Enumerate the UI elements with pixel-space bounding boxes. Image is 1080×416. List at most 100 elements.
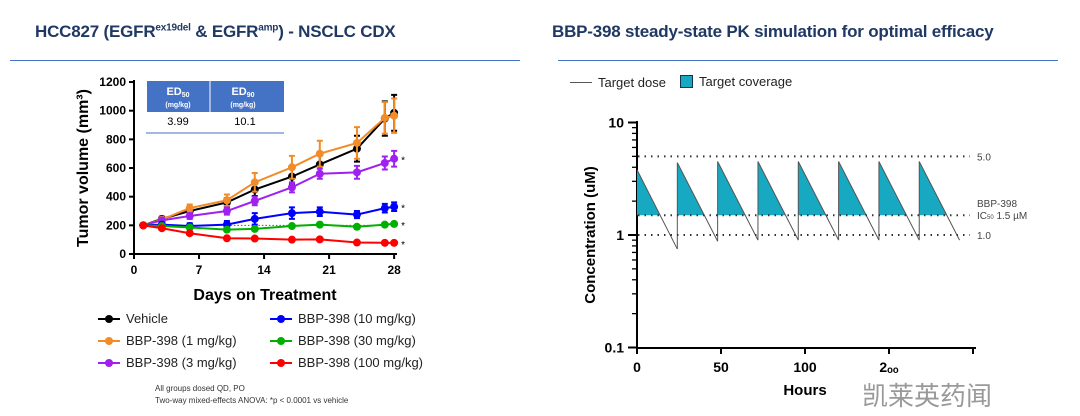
data-point <box>390 238 399 247</box>
data-point <box>287 209 296 218</box>
legend-marker-icon <box>98 358 120 367</box>
legend-item: BBP-398 (10 mg/kg) <box>270 311 416 326</box>
series-4: * <box>139 219 405 234</box>
pk-curve <box>797 161 840 241</box>
data-point <box>390 111 399 120</box>
pk-curve <box>838 161 880 241</box>
hline-label: 1.0 <box>977 231 991 242</box>
data-point <box>185 204 194 213</box>
legend-marker-icon <box>270 358 292 367</box>
data-point <box>185 212 194 221</box>
left-title: HCC827 (EGFRex19del & EGFRamp) - NSCLC C… <box>35 22 396 41</box>
data-point <box>157 224 166 233</box>
pk-curve <box>878 161 920 241</box>
x-axis-label: Days on Treatment <box>193 287 337 304</box>
series-2: * <box>139 149 405 230</box>
y-tick-label: 1200 <box>99 75 126 89</box>
left-title-rule <box>10 60 520 61</box>
data-point <box>315 220 324 229</box>
data-point <box>250 234 259 243</box>
data-point <box>222 225 231 234</box>
y-tick-label: 0 <box>119 247 126 261</box>
x-axis-label: Hours <box>783 382 826 399</box>
significance-marker: * <box>401 204 405 215</box>
data-point <box>315 207 324 216</box>
legend-marker-icon <box>98 336 120 345</box>
line-swatch-icon <box>570 82 592 83</box>
data-point <box>250 224 259 233</box>
data-point <box>380 220 389 229</box>
table-header-bg <box>147 81 284 112</box>
pk-curve <box>676 162 719 250</box>
fill-swatch-icon <box>680 75 693 88</box>
series-line <box>142 114 395 227</box>
data-point <box>287 222 296 231</box>
legend-target-coverage: Target coverage <box>680 74 792 89</box>
data-point <box>352 168 361 177</box>
legend-target-dose: Target dose <box>570 75 666 90</box>
significance-marker: * <box>401 221 405 232</box>
right-title: BBP-398 steady-state PK simulation for o… <box>552 22 994 41</box>
pk-curve <box>757 161 799 241</box>
ed90-value: 10.1 <box>234 116 255 128</box>
legend-label: BBP-398 (30 mg/kg) <box>298 333 416 348</box>
data-point <box>315 235 324 244</box>
data-point <box>380 159 389 168</box>
x-tick-label: 0 <box>131 263 138 277</box>
footnote-stats: Two-way mixed-effects ANOVA: *p < 0.0001… <box>155 396 349 405</box>
ed50-value: 3.99 <box>167 116 188 128</box>
table-unit: (mg/kg) <box>230 102 255 109</box>
y-tick-label: 1 <box>616 227 624 243</box>
legend-marker-icon <box>98 314 120 323</box>
series-line <box>143 222 395 231</box>
legend-item: Vehicle <box>98 311 168 326</box>
data-point <box>250 196 259 205</box>
data-point <box>352 210 361 219</box>
data-point <box>390 219 399 228</box>
table-unit: (mg/kg) <box>165 102 190 109</box>
watermark: 凯莱英药闻 <box>862 382 993 412</box>
data-point <box>287 183 296 192</box>
x-tick-label: 0 <box>633 359 641 375</box>
tumor-volume-chart: 0 200 400 600 800 1000 1200 0 7 14 21 28 Days on Tre… <box>75 75 405 304</box>
legend-item: BBP-398 (1 mg/kg) <box>98 333 237 348</box>
x-tick-label: 50 <box>713 359 729 375</box>
y-tick-label: 10 <box>608 115 624 131</box>
significance-marker: * <box>401 156 405 167</box>
hline-label: 5.0 <box>977 152 991 163</box>
right-title-rule <box>558 60 1058 61</box>
pk-curve <box>918 161 961 241</box>
data-point <box>352 238 361 247</box>
data-point <box>250 214 259 223</box>
coverage-area <box>637 169 661 216</box>
data-point <box>222 196 231 205</box>
y-tick-label: 400 <box>106 190 126 204</box>
y-tick-label: 200 <box>106 218 126 232</box>
legend-item: BBP-398 (30 mg/kg) <box>270 333 416 348</box>
ic50-value: IC50 1.5 µM <box>977 211 1027 222</box>
data-point <box>315 169 324 178</box>
series-line <box>143 157 395 227</box>
legend-marker-icon <box>270 336 292 345</box>
legend-marker-icon <box>270 314 292 323</box>
footnote-dosing: All groups dosed QD, PO <box>155 384 245 393</box>
series-line <box>143 205 395 228</box>
data-point <box>222 207 231 216</box>
coverage-area <box>838 161 867 216</box>
coverage-area <box>717 161 746 216</box>
legend-label: BBP-398 (10 mg/kg) <box>298 311 416 326</box>
data-point <box>185 223 194 232</box>
data-point <box>315 149 324 158</box>
x-tick-label: 14 <box>257 263 271 277</box>
coverage-area <box>878 161 907 216</box>
pk-curve <box>636 169 678 250</box>
x-tick-label: 100 <box>793 359 817 375</box>
legend-label: BBP-398 (100 mg/kg) <box>298 355 424 370</box>
data-point <box>390 154 399 163</box>
x-tick-label: 28 <box>387 263 401 277</box>
data-point <box>352 138 361 147</box>
data-point <box>352 222 361 231</box>
y-tick-label: 0.1 <box>605 340 625 356</box>
data-point <box>380 238 389 247</box>
legend-item: BBP-398 (100 mg/kg) <box>270 355 423 370</box>
